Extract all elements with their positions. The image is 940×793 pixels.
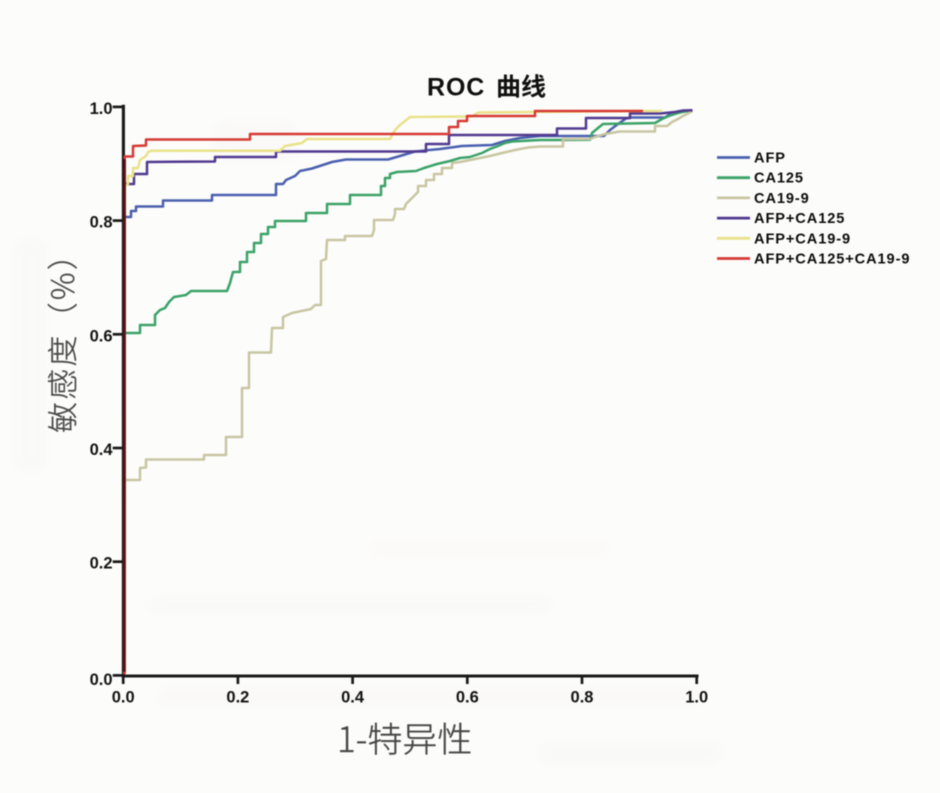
svg-text:0.6: 0.6: [90, 327, 113, 345]
svg-text:0.4: 0.4: [90, 441, 114, 459]
svg-text:0.0: 0.0: [112, 689, 135, 707]
svg-text:0.6: 0.6: [456, 689, 479, 707]
svg-text:ROC: ROC: [427, 74, 485, 102]
svg-text:AFP: AFP: [754, 151, 786, 167]
svg-text:0.2: 0.2: [90, 555, 113, 573]
svg-text:0.8: 0.8: [571, 689, 594, 707]
svg-text:CA19-9: CA19-9: [754, 191, 810, 207]
svg-text:0.2: 0.2: [226, 689, 249, 707]
svg-text:0.0: 0.0: [90, 671, 113, 689]
svg-text:0.8: 0.8: [90, 214, 113, 232]
svg-text:1.0: 1.0: [90, 100, 113, 118]
svg-text:CA125: CA125: [754, 171, 804, 187]
svg-text:AFP+CA125: AFP+CA125: [754, 211, 845, 227]
svg-text:0.4: 0.4: [341, 689, 365, 707]
svg-text:AFP+CA125+CA19-9: AFP+CA125+CA19-9: [754, 252, 910, 268]
svg-text:1.0: 1.0: [685, 689, 708, 707]
svg-text:AFP+CA19-9: AFP+CA19-9: [754, 231, 851, 247]
